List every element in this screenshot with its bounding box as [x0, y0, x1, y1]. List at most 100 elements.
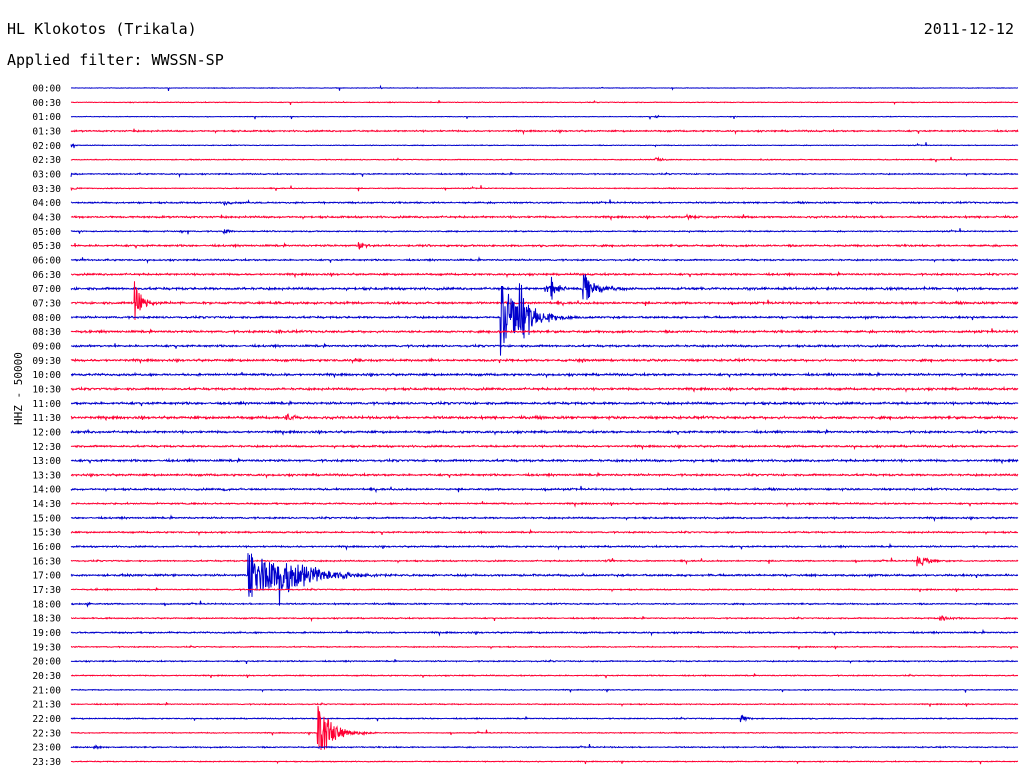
hour-label: 20:30 — [32, 671, 61, 682]
hour-label: 04:00 — [32, 198, 61, 209]
hour-label: 17:00 — [32, 571, 61, 582]
trace-line — [70, 99, 1019, 106]
trace-line — [70, 628, 1019, 637]
trace-line — [70, 328, 1019, 335]
trace-line — [70, 615, 1019, 623]
trace-line — [70, 371, 1019, 379]
hour-label: 16:00 — [32, 542, 61, 553]
trace-line — [70, 556, 1019, 567]
trace-line — [70, 274, 1019, 300]
hour-label: 07:00 — [32, 284, 61, 295]
hour-label: 09:00 — [32, 341, 61, 352]
hour-label: 18:00 — [32, 599, 61, 610]
trace-line — [70, 128, 1019, 136]
hour-label: 06:30 — [32, 270, 61, 281]
hour-label: 00:00 — [32, 84, 61, 95]
trace-line — [70, 659, 1019, 665]
hour-label: 23:30 — [32, 757, 61, 768]
trace-line — [70, 357, 1019, 365]
hour-label: 11:00 — [32, 399, 61, 410]
trace-line — [70, 342, 1019, 349]
trace-line — [70, 553, 1019, 606]
trace-line — [70, 84, 1019, 92]
trace-line — [70, 542, 1019, 551]
hour-label: 10:00 — [32, 370, 61, 381]
trace-line — [70, 242, 1019, 250]
hour-label: 15:30 — [32, 528, 61, 539]
trace-line — [70, 501, 1019, 508]
hour-label: 03:30 — [32, 184, 61, 195]
hour-label: 17:30 — [32, 585, 61, 596]
hour-label: 19:30 — [32, 642, 61, 653]
hour-label: 21:00 — [32, 685, 61, 696]
hour-label: 22:00 — [32, 714, 61, 725]
hour-label: 15:00 — [32, 513, 61, 524]
trace-line — [70, 156, 1019, 163]
trace-line — [70, 413, 1018, 422]
trace-line — [70, 443, 1019, 451]
trace-line — [70, 688, 1019, 693]
hour-label: 08:00 — [32, 313, 61, 324]
trace-line — [71, 399, 1019, 407]
hour-label: 14:30 — [32, 499, 61, 510]
hour-label: 13:00 — [32, 456, 61, 467]
trace-line — [70, 743, 1019, 750]
trace-line — [70, 600, 1019, 608]
hour-label: 12:30 — [32, 442, 61, 453]
hour-label: 23:00 — [32, 743, 61, 754]
filter-label: Applied filter: WWSSN-SP — [7, 51, 224, 69]
hour-label: 05:30 — [32, 241, 61, 252]
trace-line — [70, 714, 1019, 723]
trace-line — [70, 114, 1019, 120]
trace-line — [70, 485, 1019, 494]
hour-label: 06:00 — [32, 255, 61, 266]
trace-line — [70, 701, 1019, 707]
hour-label: 21:30 — [32, 700, 61, 711]
hour-labels: 00:00 00:30 01:00 01:30 02:00 02:30 03:00 03:30… — [32, 84, 61, 769]
hour-label: 14:00 — [32, 485, 61, 496]
traces — [70, 84, 1019, 765]
trace-line — [70, 142, 1019, 149]
hour-label: 13:30 — [32, 470, 61, 481]
trace-line — [70, 673, 1019, 679]
hour-label: 03:00 — [32, 169, 61, 180]
trace-line — [70, 385, 1019, 393]
hour-label: 00:30 — [32, 98, 61, 109]
hour-label: 20:00 — [32, 657, 61, 668]
trace-line — [70, 587, 1019, 593]
trace-line — [70, 256, 1019, 264]
hour-label: 01:30 — [32, 126, 61, 137]
hour-label: 18:30 — [32, 614, 61, 625]
hour-label: 12:00 — [32, 427, 61, 438]
station-title: HL Klokotos (Trikala) — [7, 20, 197, 38]
hour-label: 22:30 — [32, 728, 61, 739]
trace-line — [70, 457, 1019, 465]
trace-line — [70, 283, 1019, 356]
date-label: 2011-12-12 — [923, 20, 1014, 38]
hour-label: 19:00 — [32, 628, 61, 639]
trace-line — [70, 281, 1019, 320]
hour-label: 10:30 — [32, 384, 61, 395]
trace-line — [70, 760, 1019, 765]
trace-line — [70, 171, 1019, 179]
hour-label: 09:30 — [32, 356, 61, 367]
hour-label: 08:30 — [32, 327, 61, 338]
trace-line — [70, 270, 1019, 279]
trace-line — [70, 644, 1019, 650]
hour-label: 02:00 — [32, 141, 61, 152]
trace-line — [70, 199, 1019, 207]
hour-label: 07:30 — [32, 298, 61, 309]
trace-line — [70, 471, 1019, 479]
trace-line — [70, 228, 1019, 235]
hour-label: 01:00 — [32, 112, 61, 123]
hour-label: 05:00 — [32, 227, 61, 238]
trace-line — [70, 213, 1019, 222]
trace-line — [70, 428, 1019, 436]
trace-line — [70, 185, 1019, 192]
trace-line — [70, 705, 1019, 750]
trace-line — [70, 514, 1019, 523]
hour-label: 11:30 — [32, 413, 61, 424]
trace-line — [70, 528, 1019, 537]
hour-label: 02:30 — [32, 155, 61, 166]
